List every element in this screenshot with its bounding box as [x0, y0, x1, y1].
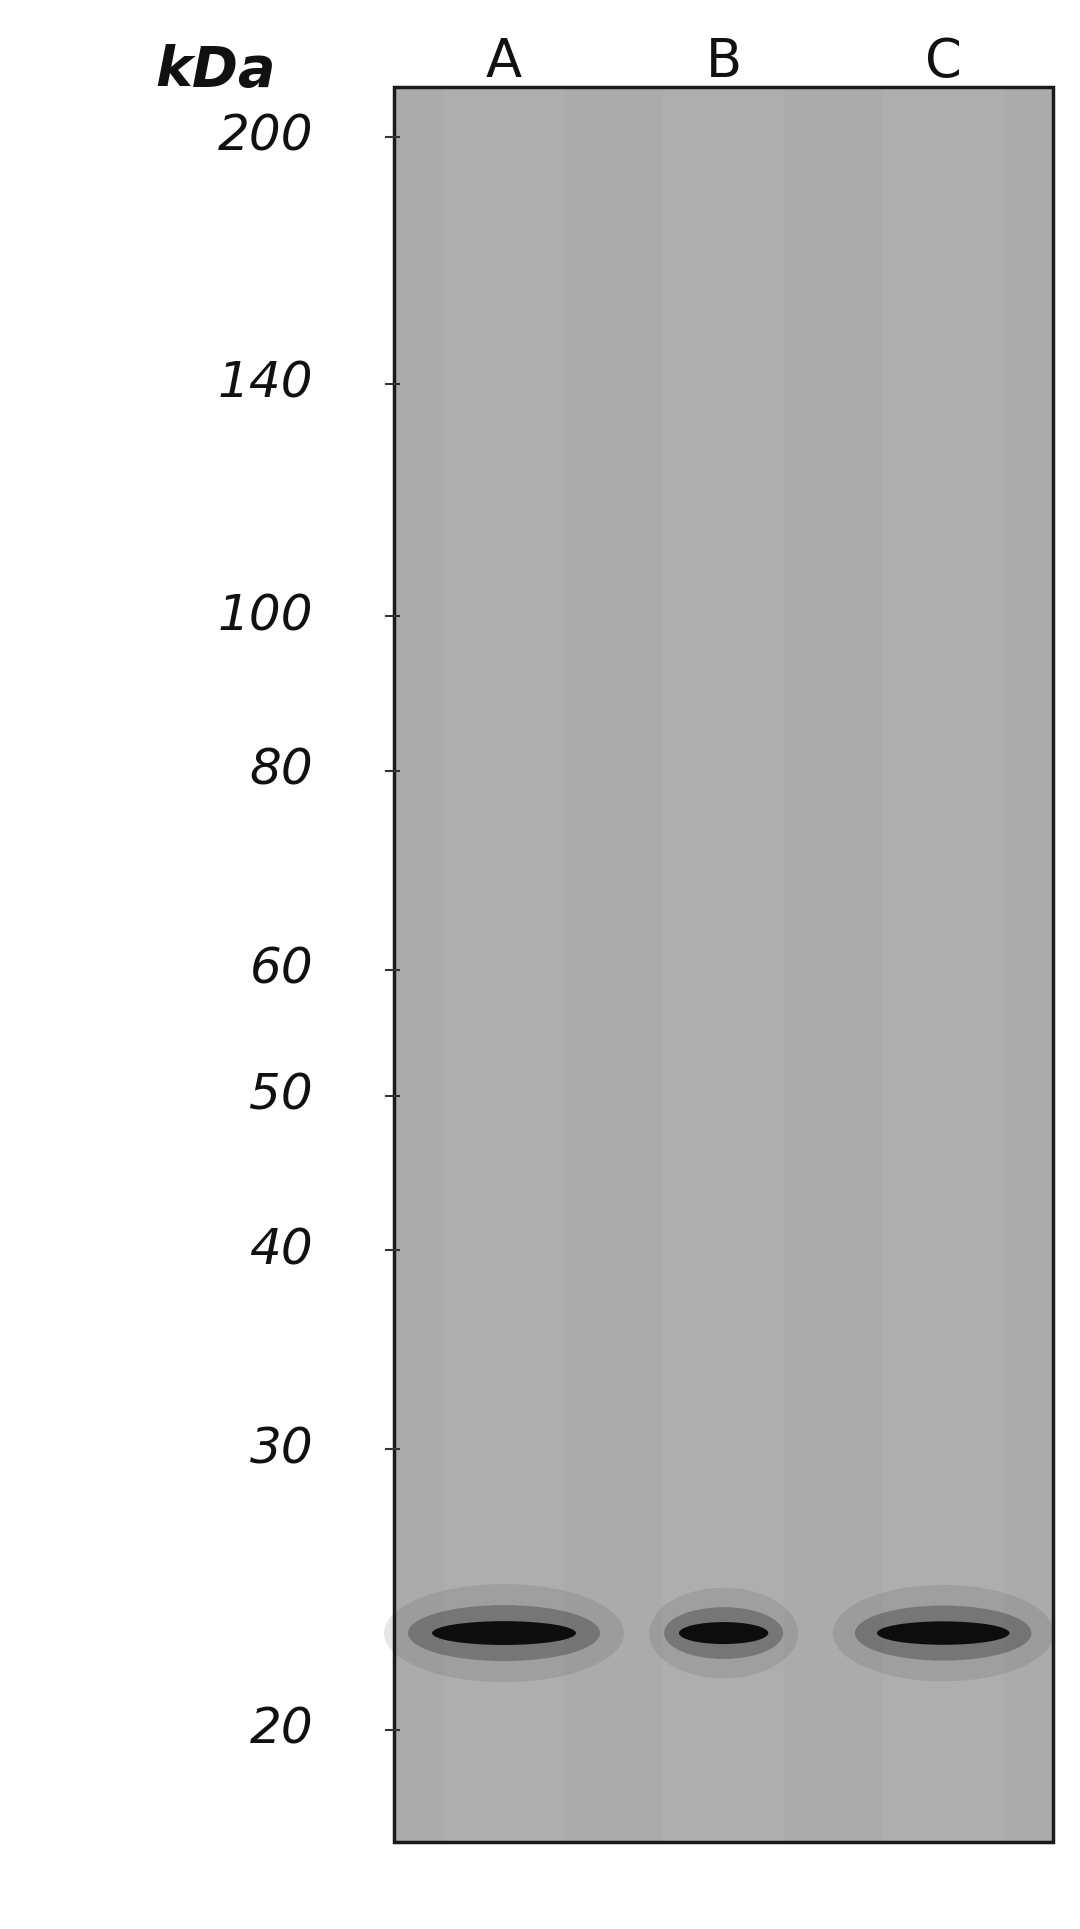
- Text: 60: 60: [249, 945, 313, 993]
- Bar: [663, 87, 784, 1842]
- Text: B: B: [705, 37, 742, 87]
- Text: 100: 100: [217, 592, 313, 640]
- Bar: [394, 87, 1053, 1842]
- Ellipse shape: [384, 1584, 624, 1682]
- Text: A: A: [486, 37, 522, 87]
- Text: 40: 40: [249, 1227, 313, 1275]
- Ellipse shape: [877, 1622, 1010, 1645]
- Ellipse shape: [855, 1605, 1031, 1661]
- Text: 140: 140: [217, 359, 313, 407]
- Ellipse shape: [679, 1622, 768, 1644]
- Text: kDa: kDa: [154, 44, 275, 98]
- Text: 50: 50: [249, 1073, 313, 1121]
- Bar: [882, 87, 1003, 1842]
- Text: 30: 30: [249, 1426, 313, 1474]
- Bar: [394, 87, 1053, 1842]
- Text: 80: 80: [249, 747, 313, 795]
- Ellipse shape: [833, 1586, 1054, 1682]
- Ellipse shape: [408, 1605, 600, 1661]
- Bar: [444, 87, 565, 1842]
- Text: 20: 20: [249, 1705, 313, 1753]
- Text: 200: 200: [217, 112, 313, 160]
- Text: C: C: [924, 37, 961, 87]
- Ellipse shape: [664, 1607, 783, 1659]
- Ellipse shape: [649, 1588, 798, 1678]
- Ellipse shape: [432, 1620, 576, 1645]
